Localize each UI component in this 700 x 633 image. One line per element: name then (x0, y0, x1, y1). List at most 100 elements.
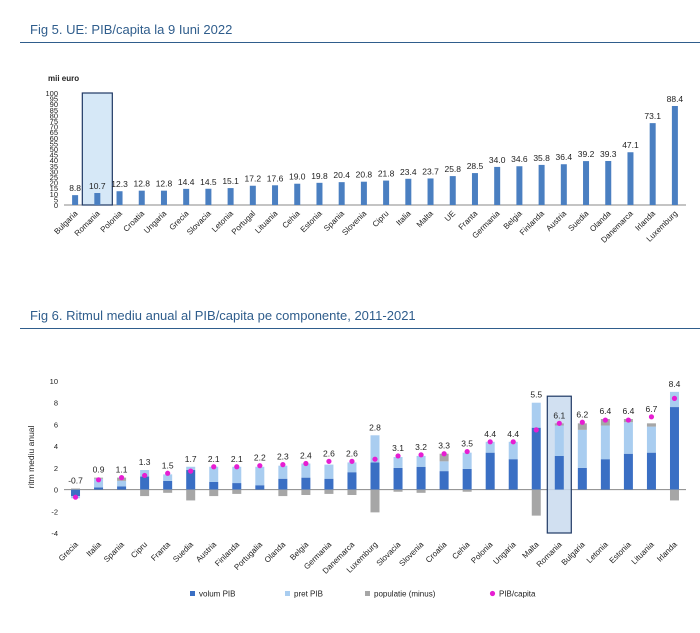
fig6-marker-austria (211, 464, 217, 470)
fig6-bar-volum-pib-finlanda (232, 483, 242, 490)
fig6-bar-volum-pib-germania (324, 478, 334, 490)
fig6-data-label-austria: 2.1 (208, 454, 220, 464)
fig5-y-tick-label: 45 (50, 151, 58, 160)
fig6-bar-volum-pib-lituania (646, 452, 656, 490)
fig6-bar-volum-pib-italia (94, 487, 104, 490)
fig6-bar-volum-pib-cehia (462, 468, 472, 490)
fig6-marker-letonia (602, 417, 608, 423)
fig5-x-tick-polonia: Polonia (99, 209, 125, 235)
fig6-bar-populatie-minus--cipru (140, 489, 150, 497)
fig6-bar-volum-pib-franta (163, 480, 173, 490)
fig6-bar-pret-pib-malta (531, 402, 541, 428)
fig6-marker-romania (556, 420, 562, 426)
fig5-data-label-croatia: 12.8 (133, 179, 150, 189)
fig6-bar-pret-pib-polonia (485, 441, 495, 453)
fig6-x-tick-grecia: Grecia (57, 540, 80, 563)
fig6-bar-pret-pib-slovacia (393, 457, 403, 468)
fig5-bar-franta (471, 173, 478, 205)
fig5-x-tick-suedia: Suedia (566, 209, 590, 233)
fig6-x-tick-slovenia: Slovenia (397, 540, 425, 568)
fig5-bar-ue (449, 176, 456, 205)
fig6-bar-populatie-minus--luxemburg (370, 489, 380, 513)
fig5-bar-cipru (383, 180, 390, 205)
fig6-data-label-italia: 0.9 (93, 465, 105, 475)
fig6-legend-label-pib-capita: PIB/capita (499, 590, 536, 599)
fig6-title: Fig 6. Ritmul mediu anual al PIB/capita … (30, 308, 416, 323)
fig5-data-label-belgia: 34.6 (511, 154, 528, 164)
fig5-bar-spania (338, 182, 345, 205)
fig6-x-tick-cipru: Cipru (129, 540, 149, 560)
fig5-y-tick-label: 60 (50, 134, 58, 143)
fig6-data-label-letonia: 6.4 (599, 406, 611, 416)
fig5-bar-romania (94, 193, 101, 205)
fig6-bar-volum-pib-suedia (186, 470, 196, 490)
fig5-y-unit-label: mii euro (48, 74, 79, 83)
fig6-x-tick-malta: Malta (520, 540, 541, 561)
fig5-data-label-lituania: 17.6 (267, 173, 284, 183)
fig6-x-tick-lituania: Lituania (630, 540, 657, 567)
fig6-data-label-ungaria: 4.4 (507, 429, 519, 439)
fig6-bar-volum-pib-slovenia (416, 466, 426, 490)
fig5-x-tick-finlanda: Finlanda (518, 209, 546, 237)
fig6-marker-germania (326, 458, 332, 464)
fig5-bar-luxemburg (671, 105, 678, 205)
fig5-y-tick-label: 30 (50, 167, 58, 176)
fig6-bar-populatie-minus--slovenia (416, 489, 426, 493)
fig5-bar-suedia (583, 161, 590, 205)
fig5-y-tick-label: 100 (45, 89, 58, 98)
fig6-bar-volum-pib-luxemburg (370, 462, 380, 490)
fig5-title: Fig 5. UE: PIB/capita la 9 Iuni 2022 (30, 22, 233, 37)
fig5-bar-austria (560, 164, 567, 205)
fig6-marker-lituania (648, 414, 655, 420)
fig6-marker-danemarca (349, 458, 355, 464)
fig6-data-label-germania: 2.6 (323, 448, 335, 458)
fig6-bar-pret-pib-croatia (439, 461, 449, 472)
fig5-y-tick-label: 5 (54, 195, 58, 204)
fig5-x-tick-slovenia: Slovenia (340, 209, 368, 237)
fig6-bar-pret-pib-letonia (600, 425, 610, 460)
fig5-bar-finlanda (538, 164, 545, 205)
fig6-bar-pret-pib-romania (554, 425, 564, 456)
fig6-legend-label-volum-pib: volum PIB (199, 590, 235, 599)
fig5-x-tick-portugal: Portugal (230, 209, 258, 237)
fig6-marker-grecia (72, 494, 79, 500)
fig6-y-tick-label: 8 (54, 399, 58, 408)
fig6-marker-bulgaria (579, 419, 585, 425)
fig6-marker-croatia (441, 451, 447, 457)
fig6-bar-populatie-minus--belgia (301, 489, 311, 495)
fig6-data-label-cipru: 1.3 (139, 457, 151, 467)
fig5-data-label-polonia: 12.3 (111, 179, 128, 189)
fig6-legend-swatch-pib-capita (489, 590, 496, 597)
fig6-data-label-grecia: -0.7 (68, 475, 83, 485)
fig5-y-tick-label: 35 (50, 162, 58, 171)
fig5-data-label-malta: 23.7 (422, 166, 439, 176)
fig6-marker-ungaria (510, 439, 516, 445)
fig6-bar-pret-pib-ungaria (508, 441, 518, 460)
fig5-bar-slovenia (360, 181, 367, 205)
fig5-data-label-franta: 28.5 (467, 161, 484, 171)
fig5-bar-malta (427, 178, 434, 205)
fig6-title-rule (20, 328, 700, 329)
fig6-bar-populatie-minus--cehia (462, 489, 472, 492)
fig6-marker-polonia (487, 439, 493, 445)
fig5-data-label-spania: 20.4 (333, 170, 350, 180)
fig6-marker-slovacia (395, 453, 401, 459)
fig5-data-label-suedia: 39.2 (578, 149, 595, 159)
fig6-marker-luxemburg (372, 456, 378, 462)
fig6-bar-volum-pib-spania (117, 486, 127, 490)
fig6-x-tick-cehia: Cehia (450, 540, 472, 562)
fig6-bar-populatie-minus--slovacia (393, 489, 403, 492)
fig5-bar-bulgaria (72, 195, 79, 205)
fig6-marker-franta (165, 470, 171, 476)
fig6-bar-pret-pib-suedia (186, 466, 196, 471)
fig6-bar-pret-pib-italia (94, 478, 104, 488)
fig5-bar-polonia (116, 191, 123, 205)
fig5-bar-portugal (249, 185, 256, 205)
fig5-x-tick-ue: UE (443, 209, 457, 223)
fig5-data-label-finlanda: 35.8 (533, 153, 550, 163)
fig6-legend-swatch-volum-pib (190, 591, 195, 596)
fig5-data-label-grecia: 14.4 (178, 177, 195, 187)
fig5-x-tick-malta: Malta (415, 209, 436, 230)
fig5-bar-croatia (138, 190, 145, 205)
fig6-bar-volum-pib-danemarca (347, 472, 357, 490)
